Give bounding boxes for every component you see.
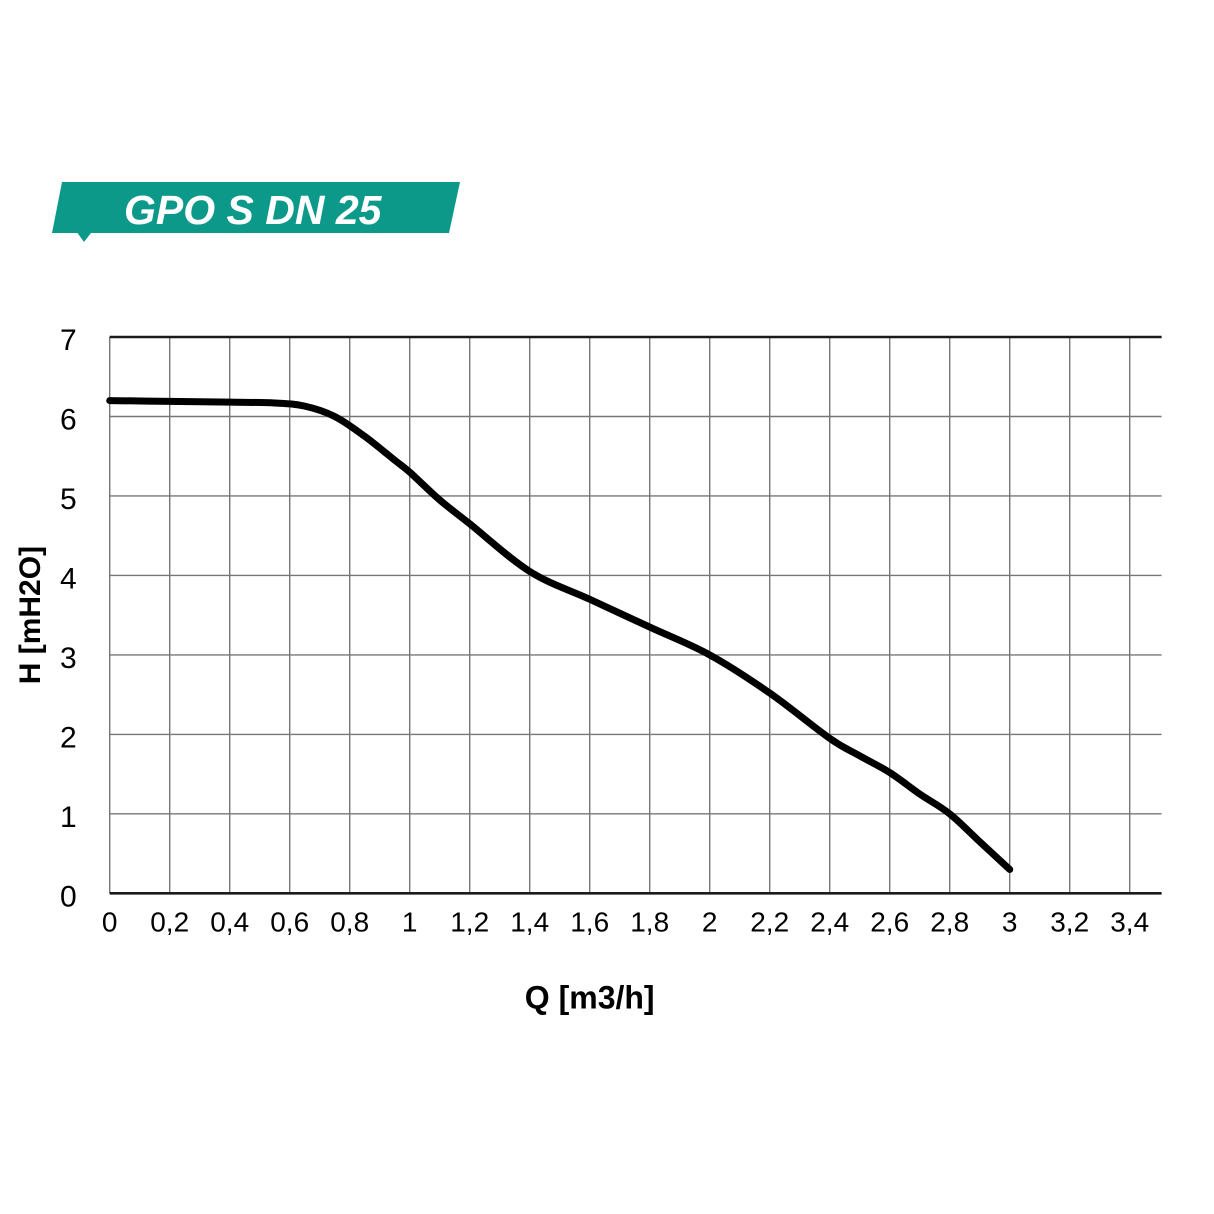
svg-text:3,2: 3,2 [1050, 906, 1089, 937]
svg-text:2,2: 2,2 [750, 906, 789, 937]
svg-text:2: 2 [702, 906, 718, 937]
svg-text:7: 7 [60, 324, 77, 357]
svg-text:1: 1 [60, 801, 77, 834]
svg-text:3: 3 [1002, 906, 1018, 937]
svg-text:4: 4 [60, 562, 77, 595]
svg-text:0,2: 0,2 [150, 906, 189, 937]
svg-text:0,6: 0,6 [270, 906, 309, 937]
svg-text:1,6: 1,6 [570, 906, 609, 937]
svg-text:Q [m3/h]: Q [m3/h] [525, 979, 655, 1015]
svg-text:3: 3 [60, 642, 77, 675]
svg-text:2,4: 2,4 [810, 906, 849, 937]
svg-text:1: 1 [402, 906, 418, 937]
svg-text:1,8: 1,8 [630, 906, 669, 937]
svg-text:6: 6 [60, 404, 77, 437]
svg-text:1,2: 1,2 [450, 906, 489, 937]
svg-text:2,8: 2,8 [930, 906, 969, 937]
svg-text:0,8: 0,8 [330, 906, 369, 937]
svg-text:2: 2 [60, 721, 77, 754]
svg-text:2,6: 2,6 [870, 906, 909, 937]
svg-text:0,4: 0,4 [210, 906, 249, 937]
svg-text:H [mH2O]: H [mH2O] [14, 546, 47, 684]
svg-text:3,4: 3,4 [1110, 906, 1149, 937]
svg-text:5: 5 [60, 483, 77, 516]
svg-text:0: 0 [102, 906, 118, 937]
svg-text:0: 0 [60, 880, 77, 913]
svg-text:1,4: 1,4 [510, 906, 549, 937]
